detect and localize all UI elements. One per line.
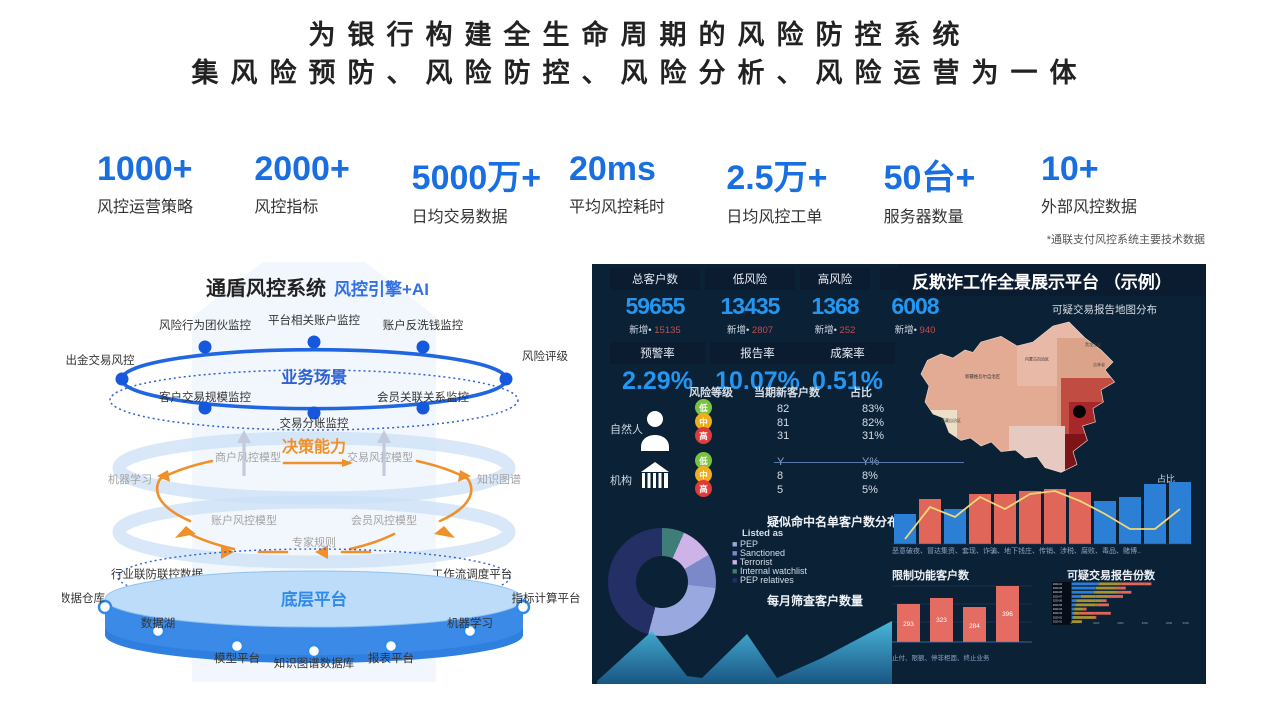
svg-text:机器学习: 机器学习: [447, 616, 493, 630]
svg-text:账户反洗钱监控: 账户反洗钱监控: [383, 318, 464, 332]
svg-text:数据仓库: 数据仓库: [62, 591, 105, 605]
svg-text:1000: 1000: [1093, 621, 1100, 625]
svg-text:2020-09: 2020-09: [1053, 587, 1063, 590]
svg-text:396: 396: [1002, 611, 1013, 618]
svg-text:交易风控模型: 交易风控模型: [347, 450, 413, 464]
svg-text:风险评级: 风险评级: [522, 349, 568, 363]
svg-text:内蒙古自治区: 内蒙古自治区: [1025, 355, 1049, 361]
svg-text:323: 323: [936, 617, 947, 624]
svg-text:2020-10: 2020-10: [1053, 583, 1063, 586]
svg-text:知识图谱: 知识图谱: [477, 472, 521, 486]
svg-text:293: 293: [903, 621, 914, 628]
svg-text:数据湖: 数据湖: [141, 616, 176, 630]
svg-text:2020-01: 2020-01: [1053, 621, 1063, 624]
svg-text:黑龙江省: 黑龙江省: [1085, 341, 1101, 347]
svg-text:3000: 3000: [1142, 621, 1149, 625]
svg-text:会员关联关系监控: 会员关联关系监控: [377, 390, 469, 404]
svg-text:新疆维吾尔自治区: 新疆维吾尔自治区: [965, 373, 1001, 380]
svg-text:西藏自治区: 西藏自治区: [941, 417, 961, 423]
svg-text:业务场景: 业务场景: [281, 367, 347, 387]
svg-text:会员风控模型: 会员风控模型: [351, 513, 417, 527]
svg-text:指标计算平台: 指标计算平台: [512, 591, 581, 605]
svg-text:284: 284: [969, 623, 980, 630]
svg-text:2020-07: 2020-07: [1053, 595, 1063, 598]
svg-text:账户风控模型: 账户风控模型: [211, 513, 277, 527]
svg-text:2020-05: 2020-05: [1053, 604, 1063, 607]
svg-text:交易分账监控: 交易分账监控: [280, 416, 349, 430]
svg-text:风险行为团伙监控: 风险行为团伙监控: [159, 318, 251, 332]
svg-text:客户交易规模监控: 客户交易规模监控: [159, 390, 251, 404]
svg-text:吉林省: 吉林省: [1093, 361, 1105, 367]
svg-text:决策能力: 决策能力: [282, 437, 346, 456]
svg-text:2000: 2000: [1117, 621, 1124, 625]
svg-text:出金交易风控: 出金交易风控: [66, 353, 135, 367]
svg-text:2020-08: 2020-08: [1053, 591, 1063, 594]
svg-text:平台相关账户监控: 平台相关账户监控: [268, 313, 360, 327]
svg-text:2020-03: 2020-03: [1053, 612, 1063, 615]
svg-text:专家规则: 专家规则: [292, 535, 336, 549]
svg-text:商户风控模型: 商户风控模型: [215, 450, 281, 464]
svg-text:5000: 5000: [1183, 621, 1190, 625]
svg-text:4000: 4000: [1166, 621, 1173, 625]
svg-text:知识图谱数据库: 知识图谱数据库: [274, 656, 355, 670]
svg-text:2020-04: 2020-04: [1053, 608, 1063, 611]
svg-text:2020-02: 2020-02: [1053, 616, 1063, 619]
svg-text:机器学习: 机器学习: [108, 472, 152, 486]
svg-text:底层平台: 底层平台: [281, 589, 347, 609]
svg-text:2020-06: 2020-06: [1053, 600, 1063, 603]
svg-text:模型平台: 模型平台: [214, 651, 260, 665]
svg-text:报表平台: 报表平台: [368, 651, 414, 665]
